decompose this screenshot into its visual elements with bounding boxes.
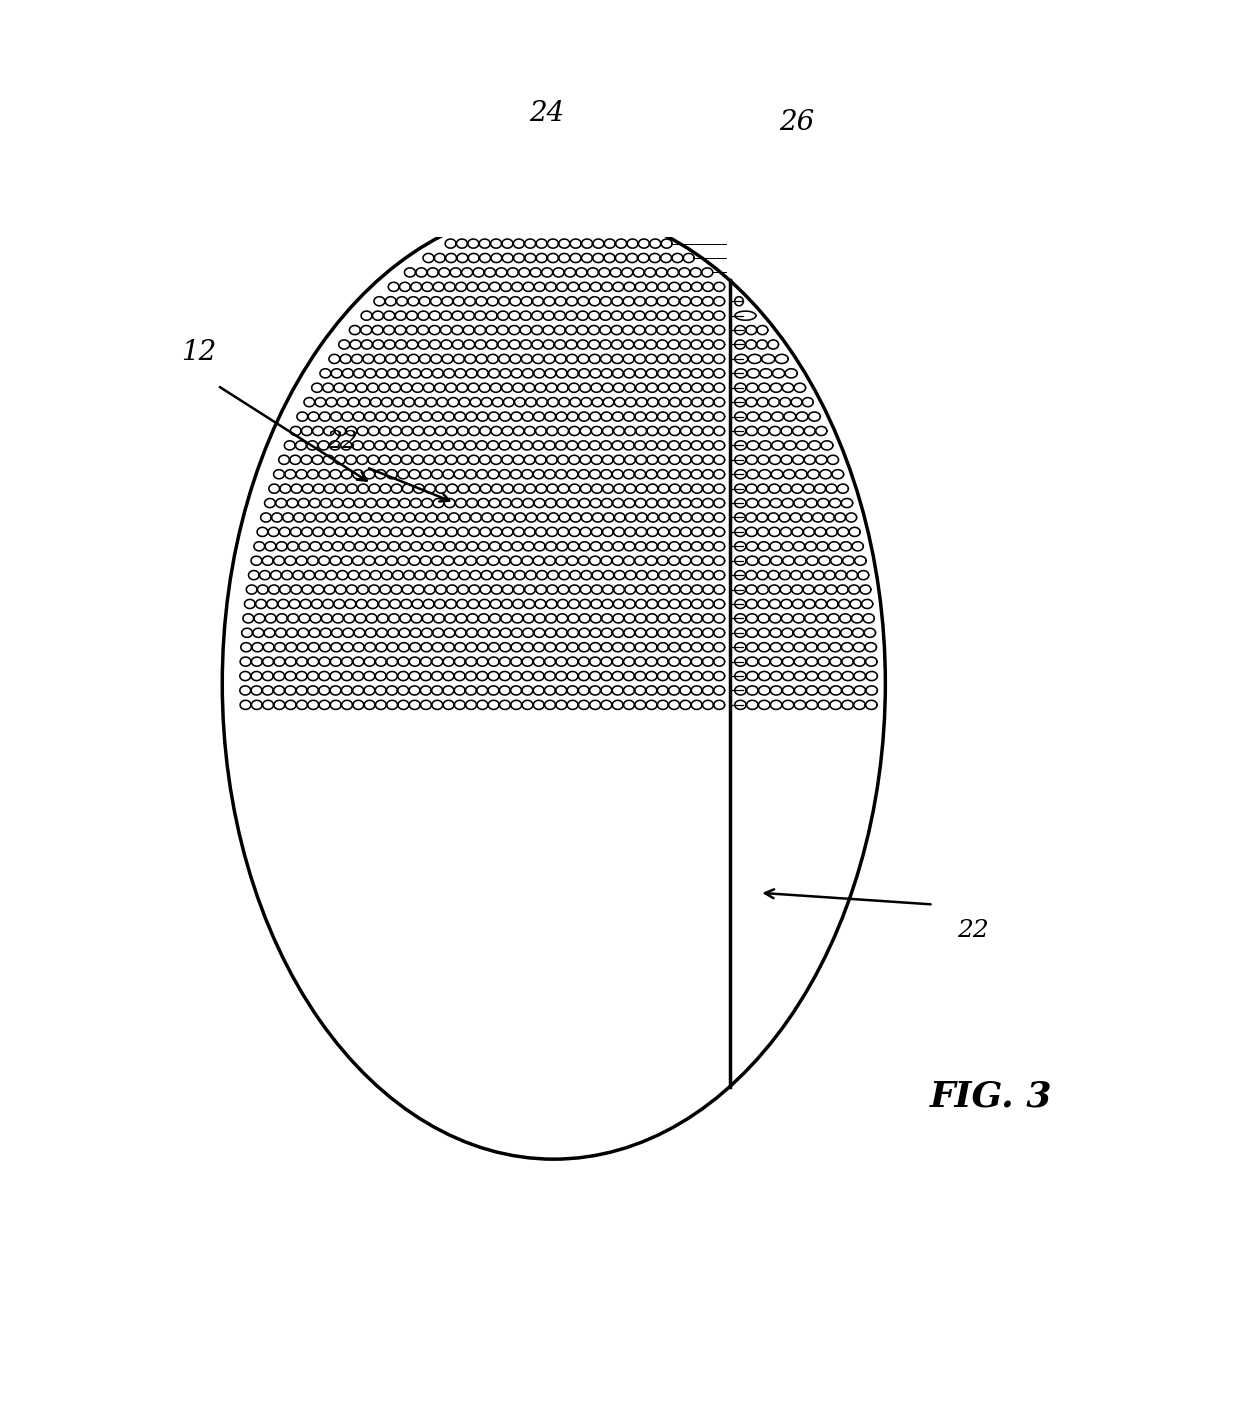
Text: 12: 12	[181, 339, 216, 366]
Text: 26: 26	[779, 109, 815, 136]
Text: 24: 24	[529, 99, 564, 126]
Text: 22: 22	[957, 919, 990, 941]
Text: FIG. 3: FIG. 3	[930, 1079, 1053, 1113]
Text: 22: 22	[326, 430, 358, 453]
